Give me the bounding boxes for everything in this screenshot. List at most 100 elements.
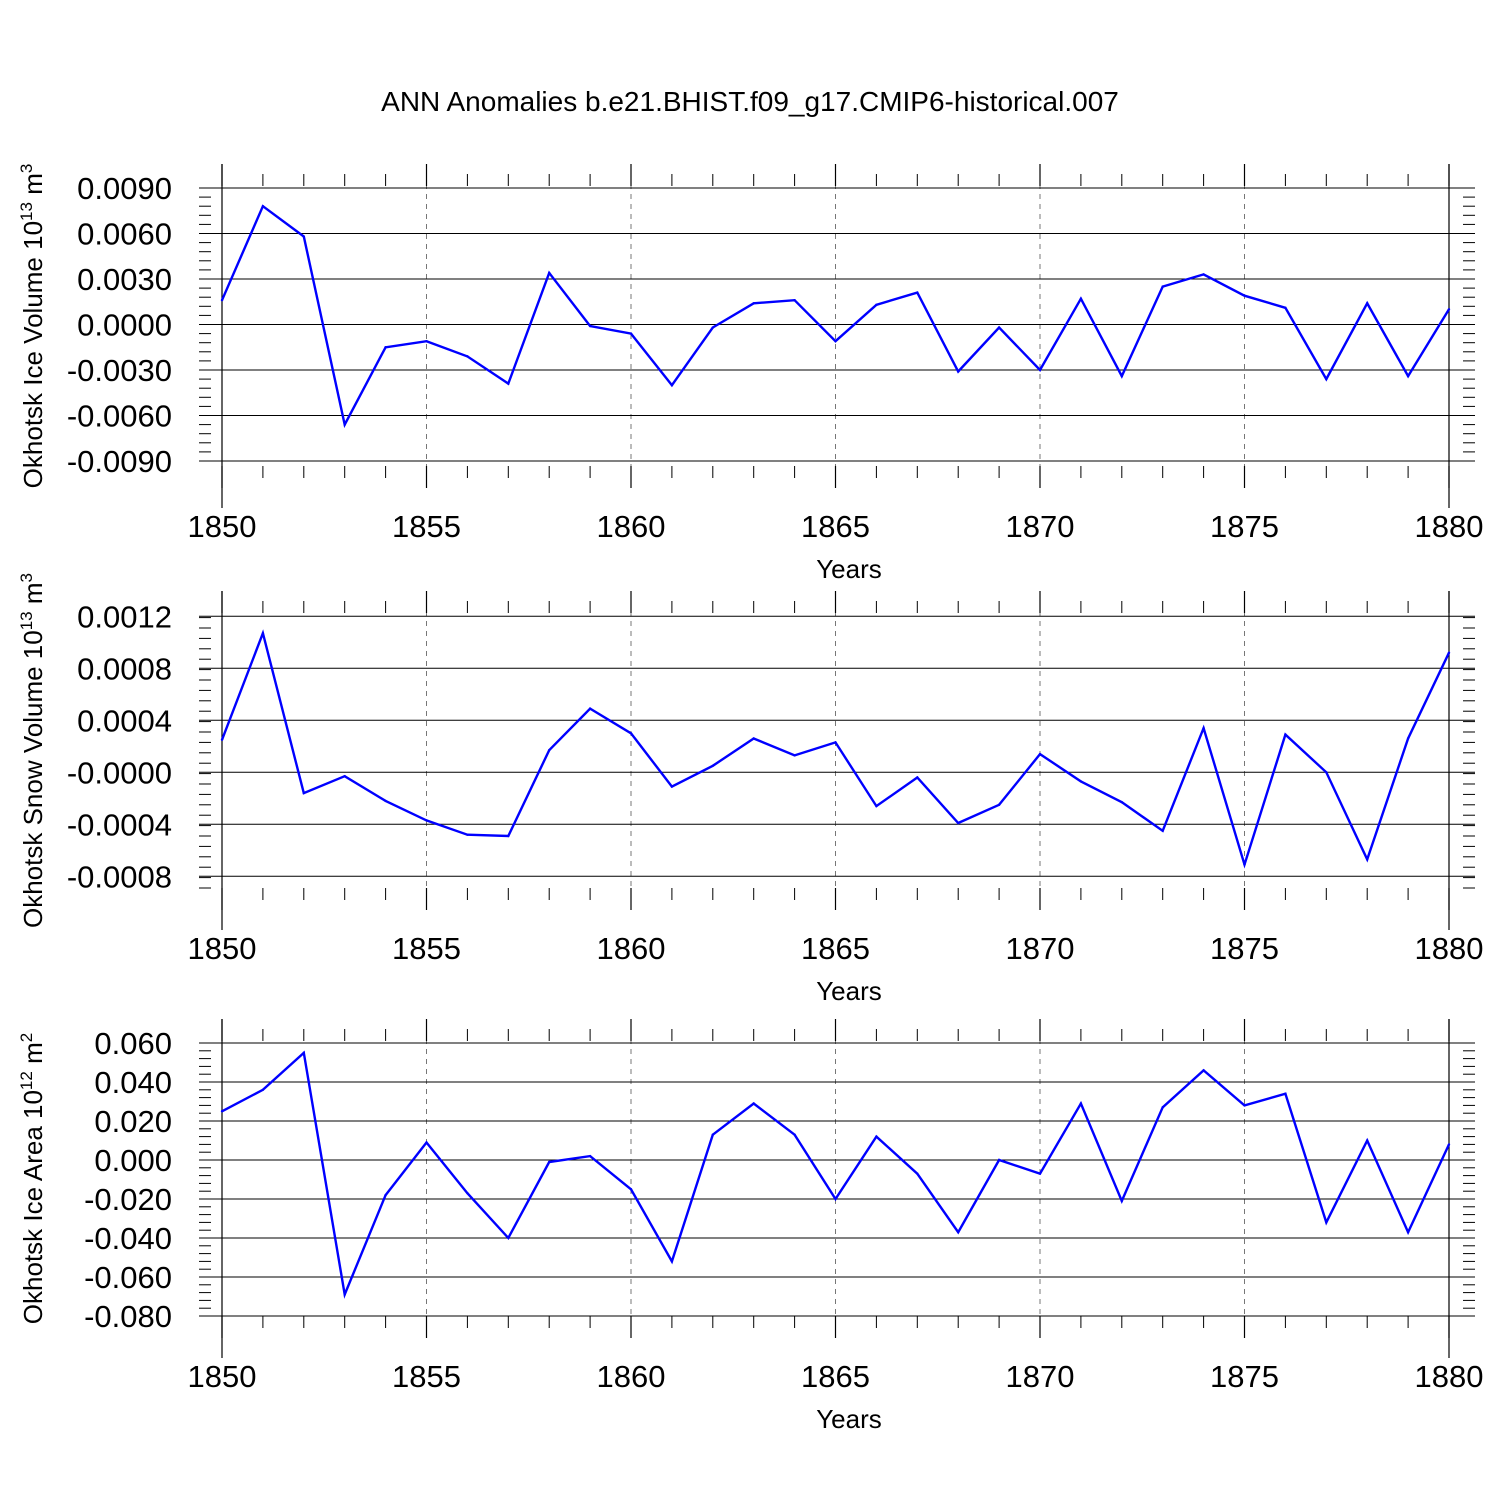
data-point xyxy=(1243,863,1246,866)
data-point xyxy=(548,1160,551,1164)
data-point xyxy=(752,1102,755,1105)
data-point xyxy=(1202,1069,1205,1072)
data-point xyxy=(997,803,1001,806)
data-point xyxy=(752,737,755,740)
xtick-label: 1870 xyxy=(1006,509,1075,544)
ytick-label: -0.0090 xyxy=(67,444,172,479)
data-point xyxy=(957,370,960,373)
data-point xyxy=(261,1088,265,1092)
xtick-label: 1850 xyxy=(188,509,257,544)
data-point xyxy=(261,632,265,635)
yaxis-label: Okhotsk Ice Area 1012 m2 xyxy=(17,1033,48,1324)
data-point xyxy=(466,1191,469,1195)
xaxis-label: Years xyxy=(816,976,882,1006)
panel-ice-volume: 0.0090 0.0060 0.0030 0.0000 -0.0030 -0.0060 -0… xyxy=(17,164,1483,584)
ytick-label: 0.000 xyxy=(94,1143,172,1178)
data-point xyxy=(588,707,592,710)
data-point xyxy=(997,1158,1001,1162)
ytick-label: 0.0012 xyxy=(77,599,172,634)
data-point xyxy=(1325,377,1328,381)
ytick-label: 0.0060 xyxy=(77,217,172,252)
ytick-label: -0.0030 xyxy=(67,353,172,388)
xtick-label: 1870 xyxy=(1006,931,1075,966)
data-point xyxy=(711,764,714,767)
ytick-label: -0.0000 xyxy=(67,755,172,790)
data-point xyxy=(1120,801,1124,804)
data-point xyxy=(1366,858,1369,861)
ytick-label: -0.060 xyxy=(84,1260,172,1295)
xtick-label: 1855 xyxy=(392,1359,461,1394)
data-point xyxy=(875,1135,878,1138)
xtick-label: 1880 xyxy=(1415,1359,1484,1394)
data-point xyxy=(1366,302,1369,305)
data-point xyxy=(302,791,305,795)
data-point xyxy=(1325,1221,1328,1224)
data-point xyxy=(1161,1106,1164,1109)
data-point xyxy=(1038,368,1042,372)
data-point xyxy=(875,804,878,808)
xtick-label: 1865 xyxy=(801,509,870,544)
data-point xyxy=(425,819,428,822)
data-point xyxy=(343,775,346,778)
data-point xyxy=(793,1133,796,1136)
data-point xyxy=(1120,374,1124,378)
page-title: ANN Anomalies b.e21.BHIST.f09_g17.CMIP6-… xyxy=(381,86,1119,117)
data-point xyxy=(1161,829,1164,832)
data-point xyxy=(302,1051,305,1054)
data-point xyxy=(507,834,510,838)
data-point xyxy=(793,754,796,757)
data-point xyxy=(1325,771,1328,774)
data-point xyxy=(629,332,633,335)
ytick-label: 0.0030 xyxy=(77,262,172,297)
data-point xyxy=(1038,1172,1042,1175)
data-point xyxy=(302,235,305,238)
data-point xyxy=(261,205,265,208)
data-point xyxy=(1243,1104,1246,1107)
yaxis-label: Okhotsk Ice Volume 1013 m3 xyxy=(17,164,48,489)
data-point xyxy=(1243,294,1246,297)
ytick-label: -0.020 xyxy=(84,1182,172,1217)
data-point xyxy=(670,383,674,387)
data-point xyxy=(1202,726,1205,730)
data-point xyxy=(916,291,919,294)
data-point xyxy=(1447,308,1451,311)
xtick-label: 1850 xyxy=(188,1359,257,1394)
data-point xyxy=(220,299,224,302)
data-point xyxy=(343,1293,346,1296)
data-point xyxy=(1161,285,1164,288)
data-point xyxy=(384,1193,387,1197)
data-point xyxy=(916,776,919,779)
data-point xyxy=(629,732,633,735)
data-point xyxy=(548,749,551,752)
data-point xyxy=(548,271,551,275)
data-point xyxy=(1284,733,1287,736)
xtick-label: 1865 xyxy=(801,931,870,966)
data-point xyxy=(670,785,674,788)
data-point xyxy=(834,741,837,744)
data-point xyxy=(1284,1092,1287,1095)
data-point xyxy=(466,833,469,836)
data-point xyxy=(1447,651,1451,654)
xtick-label: 1855 xyxy=(392,509,461,544)
data-point xyxy=(834,1197,837,1201)
data-point xyxy=(997,326,1001,329)
data-point xyxy=(711,1133,714,1136)
data-point xyxy=(1038,752,1042,756)
data-point xyxy=(507,382,510,385)
data-point xyxy=(588,1154,592,1158)
ytick-label: 0.020 xyxy=(94,1104,172,1139)
data-point xyxy=(1202,273,1205,276)
ytick-label: 0.040 xyxy=(94,1065,172,1100)
ytick-label: 0.060 xyxy=(94,1026,172,1061)
xtick-label: 1865 xyxy=(801,1359,870,1394)
ytick-label: -0.080 xyxy=(84,1299,172,1334)
ytick-label: 0.0008 xyxy=(77,651,172,686)
yaxis-label: Okhotsk Snow Volume 1013 m3 xyxy=(17,573,48,928)
xtick-label: 1875 xyxy=(1210,509,1279,544)
data-point xyxy=(1406,374,1410,378)
data-point xyxy=(220,738,224,741)
data-point xyxy=(507,1236,510,1240)
xaxis-label: Years xyxy=(816,554,882,584)
data-point xyxy=(875,303,878,306)
